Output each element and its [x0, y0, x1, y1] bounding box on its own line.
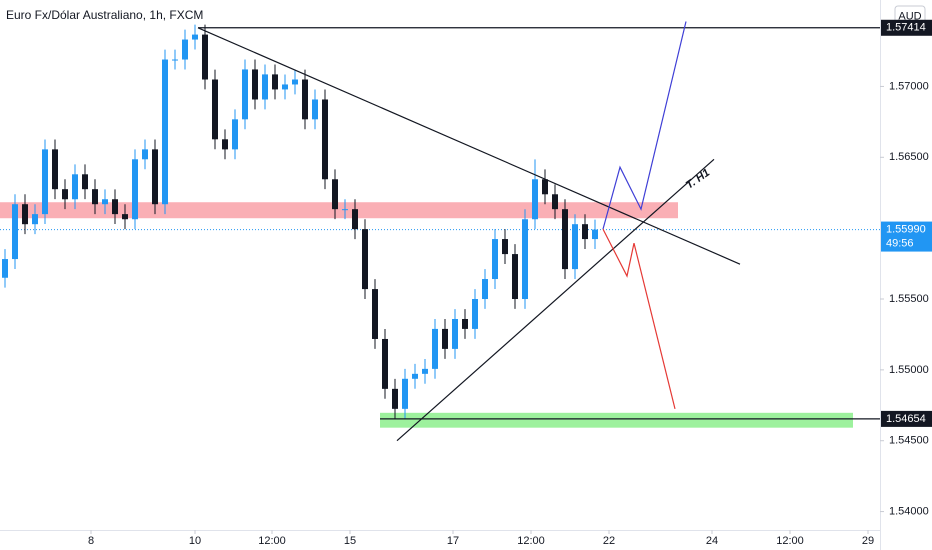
candle-body: [322, 99, 328, 180]
candle-body: [132, 159, 138, 220]
candle-body: [82, 174, 88, 190]
x-tick-label: 8: [88, 535, 94, 547]
candle-body: [482, 279, 488, 300]
candle-body: [342, 209, 348, 211]
y-tick-label: 1.56500: [889, 151, 929, 163]
candle-body: [362, 229, 368, 290]
drawing-line: [602, 228, 676, 409]
x-tick-label: 12:00: [776, 535, 804, 547]
y-tick-label: 1.55000: [889, 364, 929, 376]
candle-body: [202, 34, 208, 80]
candle-body: [222, 139, 228, 150]
candle-body: [232, 119, 238, 150]
price-tag-label: 1.55990: [886, 223, 926, 235]
candle-body: [302, 79, 308, 120]
candle-body: [182, 39, 188, 60]
y-tick-label: 1.54000: [889, 505, 929, 517]
candle-body: [2, 259, 8, 278]
price-tag-label: 1.57414: [886, 22, 926, 34]
candle-body: [122, 214, 128, 220]
candle-body: [422, 368, 428, 374]
candle-body: [462, 318, 468, 329]
candle-body: [592, 229, 598, 240]
candle-body: [42, 149, 48, 215]
drawing-line: [396, 158, 715, 442]
candle-body: [402, 378, 408, 409]
x-tick-label: 22: [603, 535, 615, 547]
price-tag: [881, 221, 932, 252]
candle-body: [512, 254, 518, 300]
candle-body: [282, 84, 288, 90]
countdown: 49:56: [886, 237, 914, 249]
candle-body: [12, 204, 18, 260]
candle-body: [252, 69, 258, 100]
x-tick-label: 15: [344, 535, 356, 547]
chart-title: Euro Fx/Dólar Australiano, 1h, FXCM: [6, 8, 203, 22]
candle-body: [142, 149, 148, 160]
x-tick-label: 24: [706, 535, 718, 547]
y-tick-label: 1.55500: [889, 293, 929, 305]
candle-body: [392, 388, 398, 409]
candle-body: [102, 199, 108, 205]
candle-body: [62, 189, 68, 200]
candle-body: [572, 224, 578, 270]
drawing-line: [197, 27, 741, 265]
candle-body: [92, 189, 98, 205]
price-tag-label: 1.54654: [886, 413, 926, 425]
candle-body: [192, 34, 198, 40]
candle-body: [52, 149, 58, 190]
candle-body: [152, 149, 158, 205]
candle-body: [212, 79, 218, 140]
candle-body: [582, 224, 588, 240]
x-tick-label: 12:00: [258, 535, 286, 547]
candle-body: [162, 59, 168, 205]
x-tick-label: 17: [447, 535, 459, 547]
y-tick-label: 1.54500: [889, 435, 929, 447]
candle-body: [112, 199, 118, 215]
candle-body: [262, 74, 268, 100]
candle-body: [332, 179, 338, 210]
plot-area: [0, 21, 880, 442]
candle-body: [472, 299, 478, 329]
candle-body: [272, 74, 278, 90]
candle-body: [532, 179, 538, 220]
currency-button-label[interactable]: AUD: [898, 10, 921, 22]
candle-body: [72, 174, 78, 200]
x-tick-label: 12:00: [517, 535, 545, 547]
candle-body: [352, 209, 358, 230]
candle-body: [562, 209, 568, 270]
candle-body: [172, 59, 178, 61]
y-tick-label: 1.57000: [889, 80, 929, 92]
candle-body: [412, 373, 418, 379]
candle-body: [492, 239, 498, 280]
candle-body: [522, 219, 528, 300]
candle-body: [552, 194, 558, 210]
candle-body: [442, 328, 448, 349]
x-tick-label: 29: [862, 535, 874, 547]
price-tag: [881, 19, 932, 36]
candle-body: [242, 69, 248, 120]
candle-body: [452, 318, 458, 349]
candle-body: [502, 239, 508, 255]
candle-body: [22, 204, 28, 225]
candle-body: [312, 99, 318, 120]
candle-body: [32, 214, 38, 225]
x-tick-label: 10: [189, 535, 201, 547]
candle-body: [382, 338, 388, 389]
candle-body: [292, 79, 298, 85]
candle-body: [372, 289, 378, 339]
candle-body: [542, 179, 548, 195]
drawing-line: [602, 21, 687, 230]
zone: [380, 412, 853, 428]
candle-body: [432, 328, 438, 369]
zone: [0, 202, 678, 219]
price-tag: [881, 410, 932, 427]
